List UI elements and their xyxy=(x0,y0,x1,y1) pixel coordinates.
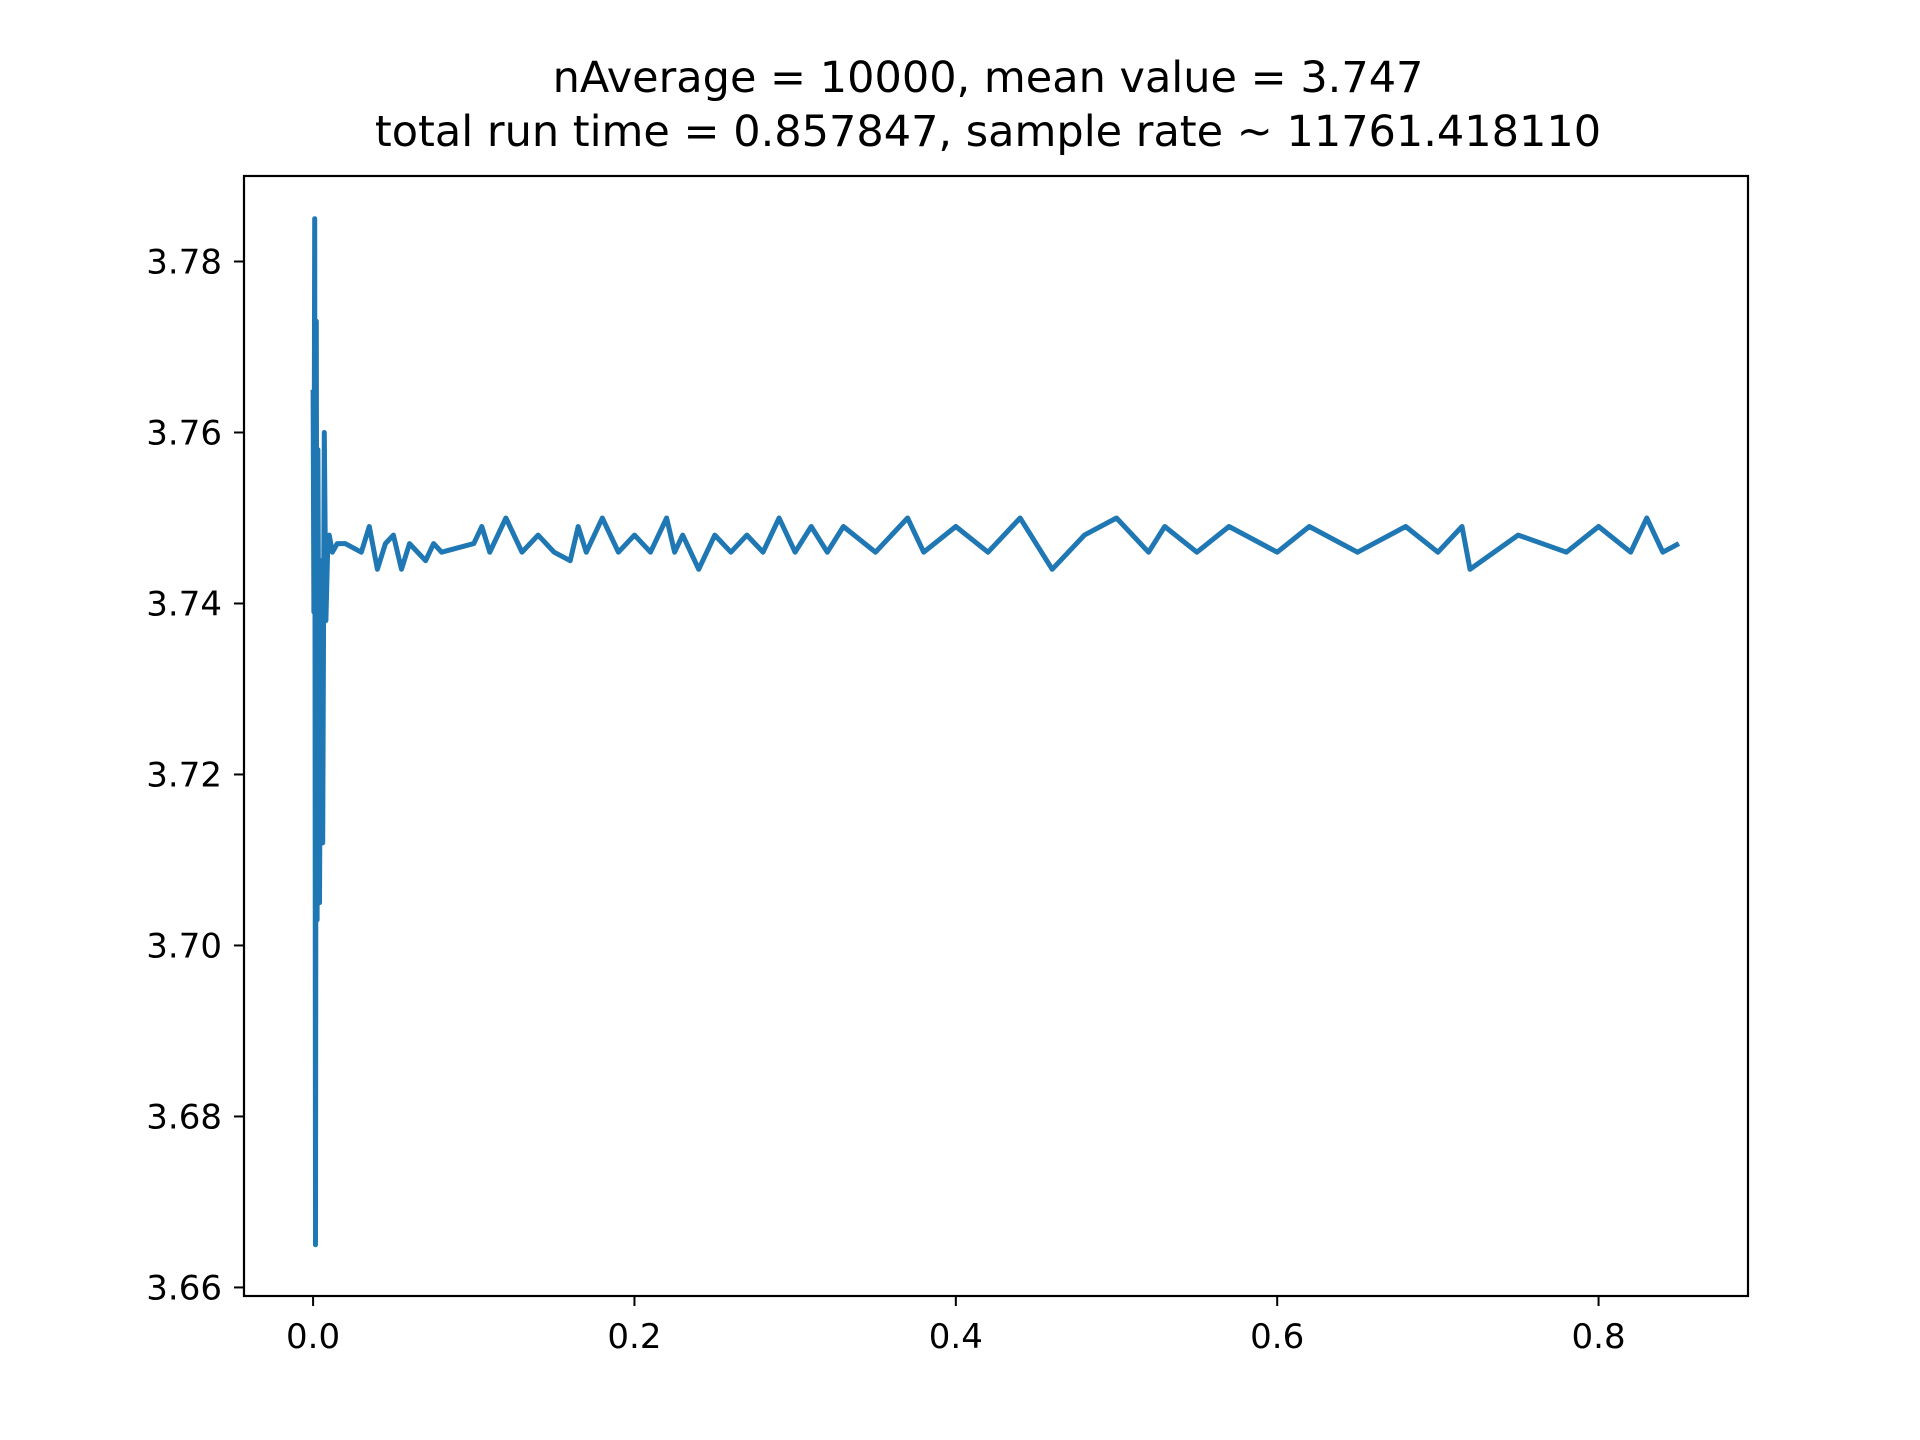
plot-area xyxy=(242,174,1750,1298)
y-tick-label: 3.66 xyxy=(146,1268,222,1308)
y-tick-label: 3.70 xyxy=(146,926,222,966)
y-tick-label: 3.72 xyxy=(146,755,222,795)
y-axis: 3.66 3.68 3.70 3.72 3.74 3.76 3.78 xyxy=(146,242,244,1308)
x-axis: 0.0 0.2 0.4 0.6 0.8 xyxy=(286,1296,1626,1357)
series-line xyxy=(310,216,1681,1248)
x-tick-label: 0.2 xyxy=(607,1317,661,1357)
y-tick-label: 3.76 xyxy=(146,413,222,453)
x-tick-label: 0.0 xyxy=(286,1317,340,1357)
x-tick-label: 0.6 xyxy=(1250,1317,1304,1357)
x-tick-label: 0.8 xyxy=(1572,1317,1626,1357)
y-tick-label: 3.68 xyxy=(146,1097,222,1137)
x-tick-label: 0.4 xyxy=(929,1317,983,1357)
y-tick-label: 3.78 xyxy=(146,242,222,282)
chart-subtitle: total run time = 0.857847, sample rate ~… xyxy=(375,107,1601,157)
y-tick-label: 3.74 xyxy=(146,584,222,624)
chart-title: nAverage = 10000, mean value = 3.747 xyxy=(553,53,1424,103)
plot-frame xyxy=(242,174,1750,1298)
